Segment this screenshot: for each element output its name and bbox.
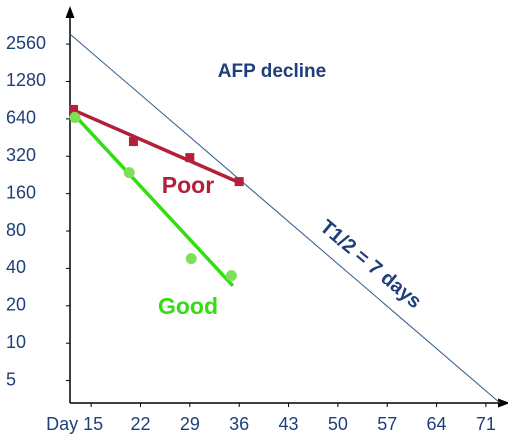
trend-line [70,111,235,287]
trend-line [71,107,238,184]
chart-title: AFP decline [218,61,326,82]
y-tick-label: 5 [6,369,16,389]
y-tick-label: 160 [6,182,36,202]
y-tick-label: 2560 [6,33,46,53]
y-tick-label: 10 [6,332,26,352]
y-tick-label: 20 [6,295,26,315]
marker [128,137,138,147]
marker [225,270,237,282]
x-tick-label: 57 [377,414,397,434]
y-tick-label: 1280 [6,70,46,90]
marker [185,153,195,163]
x-tick-label: 29 [180,414,200,434]
y-tick-label: 640 [6,108,36,128]
y-tick-label: 40 [6,257,26,277]
x-tick-label: 22 [130,414,150,434]
x-tick-label: Day 15 [46,414,103,434]
y-tick-label: 320 [6,145,36,165]
x-tick-label: 64 [427,414,447,434]
reference-label: T1/2 = 7 days [315,216,425,313]
y-tick-label: 80 [6,220,26,240]
x-tick-label: 43 [279,414,299,434]
marker [123,167,135,179]
marker [69,104,79,114]
marker [234,177,244,187]
x-tick-label: 36 [229,414,249,434]
series-label: Good [158,293,218,319]
marker [69,112,81,124]
marker [185,253,197,265]
x-tick-label: 50 [328,414,348,434]
x-tick-label: 71 [476,414,496,434]
series-label: Poor [162,172,214,198]
reference-line [69,33,501,404]
